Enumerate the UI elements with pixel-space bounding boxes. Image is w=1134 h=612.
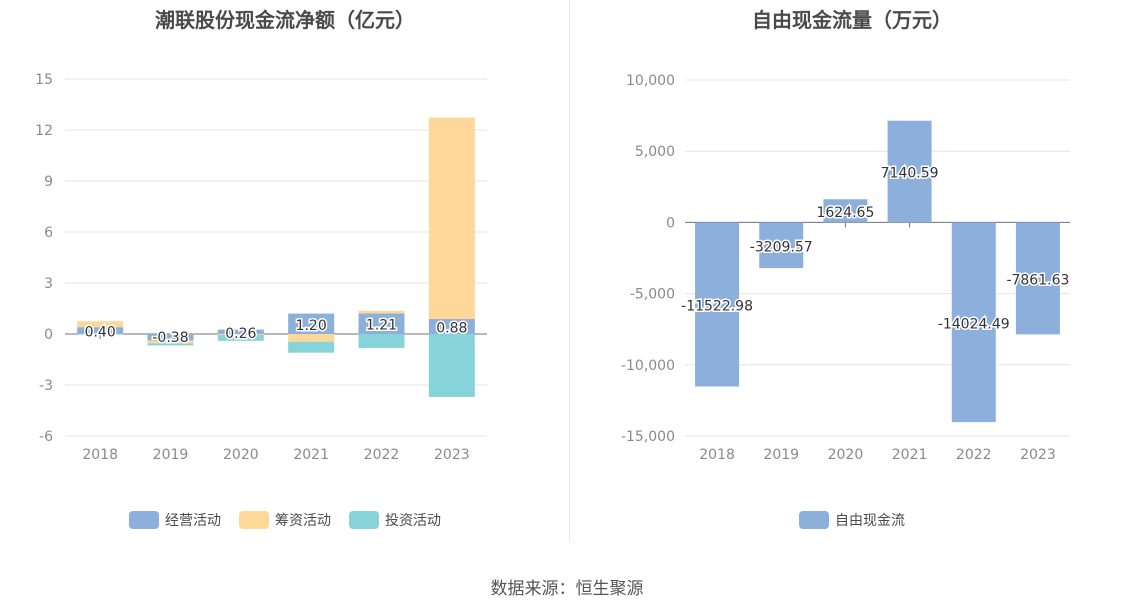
fcf-legend-swatch: [799, 511, 829, 529]
fcf-legend-item[interactable]: 自由现金流: [799, 510, 905, 530]
data-label: 0.40: [85, 325, 116, 341]
bar-investing: [358, 334, 405, 348]
cashflow-legend: 经营活动 筹资活动 投资活动: [0, 510, 570, 530]
y-tick-label: -5,000: [630, 287, 675, 303]
data-label: 1624.65: [816, 205, 874, 221]
fcf-chart-title: 自由现金流量（万元）: [752, 8, 952, 32]
y-tick-label: -10,000: [621, 358, 675, 374]
data-label: 0.26: [225, 326, 256, 342]
cashflow-legend-swatch: [239, 511, 269, 529]
x-tick-label: 2022: [364, 447, 400, 463]
bar-investing: [428, 334, 475, 397]
fcf-chart-panel: 自由现金流量（万元） 10,000 5,000 0 -5,000 -10,000 -15,…: [570, 0, 1134, 545]
y-tick-label: 15: [35, 72, 53, 88]
bar-investing: [288, 341, 335, 353]
data-label: -3209.57: [750, 239, 813, 255]
data-label: -7861.63: [1006, 272, 1069, 288]
y-tick-label: 3: [44, 276, 53, 292]
data-label: 0.88: [436, 321, 467, 337]
fcf-legend: 自由现金流: [570, 510, 1134, 530]
bar-free-cash-flow: [951, 222, 996, 423]
x-tick-label: 2019: [153, 447, 189, 463]
bar-investing: [217, 334, 264, 341]
cashflow-legend-swatch: [129, 511, 159, 529]
y-tick-label: 5,000: [635, 144, 675, 160]
x-tick-label: 2023: [434, 447, 470, 463]
x-tick-label: 2018: [82, 447, 118, 463]
data-label: -0.38: [152, 330, 188, 346]
bar-financing: [77, 321, 124, 328]
y-tick-label: -3: [39, 378, 53, 394]
y-tick-label: 9: [44, 174, 53, 190]
x-tick-label: 2018: [699, 447, 735, 463]
cashflow-chart: 15 12 9 6 3 0 -3 -6 2018 0.40 2019 -0.38 2020 0.26 202…: [35, 72, 487, 463]
fcf-legend-label: 自由现金流: [835, 513, 905, 529]
bar-free-cash-flow: [759, 222, 804, 269]
y-tick-label: 6: [44, 225, 53, 241]
data-label: 7140.59: [881, 166, 939, 182]
x-tick-label: 2022: [956, 447, 992, 463]
bar-free-cash-flow: [823, 199, 868, 223]
bar-operating: [217, 329, 264, 334]
bar-operating: [77, 327, 124, 334]
bar-financing: [217, 334, 264, 335]
panel-divider: [569, 0, 570, 542]
data-source: 数据来源：恒生聚源: [490, 579, 644, 599]
y-tick-label: 10,000: [626, 73, 675, 89]
cashflow-chart-panel: 潮联股份现金流净额（亿元） 15 12 9 6 3 0 -3 -6 2018 0.40 2019 -0…: [0, 0, 570, 545]
bar-financing: [358, 310, 405, 314]
x-tick-label: 2021: [293, 447, 329, 463]
bar-financing: [288, 334, 335, 342]
bar-operating: [288, 313, 335, 334]
bar-operating: [147, 334, 194, 341]
data-label: 1.20: [296, 318, 327, 334]
y-tick-label: -15,000: [621, 429, 675, 445]
y-tick-label: 12: [35, 123, 53, 139]
x-tick-label: 2019: [763, 447, 799, 463]
y-tick-label: 0: [666, 215, 675, 231]
cashflow-legend-item[interactable]: 筹资活动: [239, 510, 331, 530]
fcf-chart: 10,000 5,000 0 -5,000 -10,000 -15,000 2018 -115…: [621, 73, 1071, 463]
bar-operating: [428, 319, 475, 334]
cashflow-legend-label: 投资活动: [385, 513, 441, 529]
data-label: -11522.98: [681, 298, 753, 314]
cashflow-legend-swatch: [349, 511, 379, 529]
x-tick-label: 2020: [828, 447, 864, 463]
bar-free-cash-flow: [1015, 222, 1060, 335]
cashflow-legend-item[interactable]: 经营活动: [129, 510, 221, 530]
cashflow-legend-item[interactable]: 投资活动: [349, 510, 441, 530]
x-tick-label: 2020: [223, 447, 259, 463]
cashflow-legend-label: 经营活动: [165, 513, 221, 529]
cashflow-legend-label: 筹资活动: [275, 513, 331, 529]
x-tick-label: 2023: [1020, 447, 1056, 463]
x-tick-label: 2021: [892, 447, 928, 463]
y-tick-label: 0: [44, 327, 53, 343]
bar-financing: [428, 117, 475, 320]
bar-financing: [147, 340, 194, 344]
y-tick-label: -6: [39, 429, 53, 445]
data-label: 1.21: [366, 318, 397, 334]
bar-investing: [77, 334, 124, 335]
cashflow-chart-title: 潮联股份现金流净额（亿元）: [155, 8, 415, 32]
bar-free-cash-flow: [887, 120, 932, 223]
bar-operating: [358, 313, 405, 334]
data-label: -14024.49: [938, 316, 1010, 332]
bar-investing: [147, 343, 194, 346]
bar-free-cash-flow: [695, 222, 740, 387]
